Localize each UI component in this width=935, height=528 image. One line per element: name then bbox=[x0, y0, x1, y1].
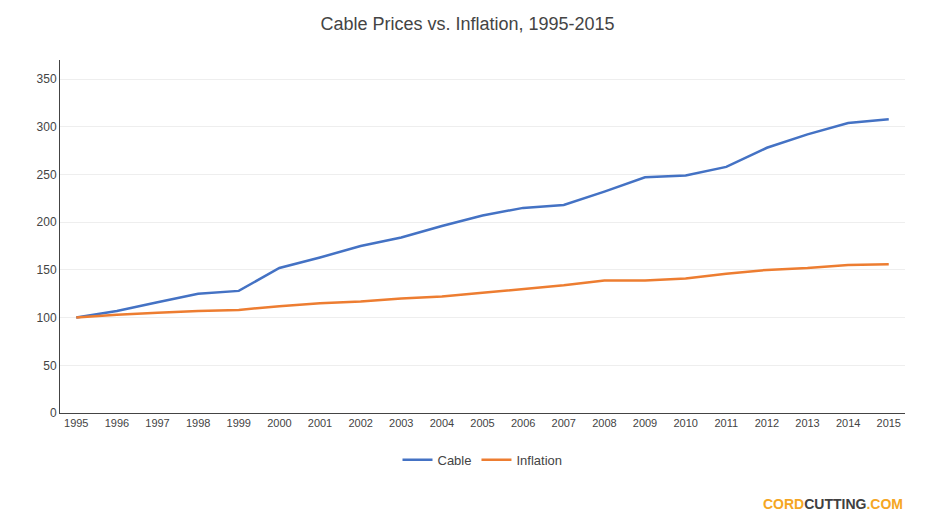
svg-text:2008: 2008 bbox=[592, 417, 616, 429]
svg-text:1999: 1999 bbox=[227, 417, 251, 429]
svg-text:Cable Prices vs. Inflation, 19: Cable Prices vs. Inflation, 1995-2015 bbox=[320, 14, 614, 34]
svg-text:2004: 2004 bbox=[430, 417, 454, 429]
svg-text:2003: 2003 bbox=[389, 417, 413, 429]
svg-text:2010: 2010 bbox=[673, 417, 697, 429]
svg-text:2012: 2012 bbox=[755, 417, 779, 429]
svg-text:2013: 2013 bbox=[795, 417, 819, 429]
svg-text:1995: 1995 bbox=[64, 417, 88, 429]
svg-text:2006: 2006 bbox=[511, 417, 535, 429]
svg-text:2014: 2014 bbox=[836, 417, 860, 429]
svg-text:2000: 2000 bbox=[267, 417, 291, 429]
svg-text:2007: 2007 bbox=[552, 417, 576, 429]
svg-text:250: 250 bbox=[37, 168, 57, 182]
svg-text:1996: 1996 bbox=[105, 417, 129, 429]
svg-text:300: 300 bbox=[37, 120, 57, 134]
svg-text:0: 0 bbox=[50, 406, 57, 420]
svg-text:150: 150 bbox=[37, 263, 57, 277]
svg-text:2001: 2001 bbox=[308, 417, 332, 429]
svg-text:2005: 2005 bbox=[470, 417, 494, 429]
svg-text:1997: 1997 bbox=[145, 417, 169, 429]
svg-text:2011: 2011 bbox=[714, 417, 738, 429]
svg-text:Inflation: Inflation bbox=[516, 453, 562, 468]
svg-text:200: 200 bbox=[37, 215, 57, 229]
svg-text:1998: 1998 bbox=[186, 417, 210, 429]
svg-text:2015: 2015 bbox=[877, 417, 901, 429]
svg-text:50: 50 bbox=[43, 359, 57, 373]
svg-text:CORDCUTTING.COM: CORDCUTTING.COM bbox=[763, 496, 903, 512]
svg-text:Cable: Cable bbox=[438, 453, 472, 468]
svg-text:2002: 2002 bbox=[348, 417, 372, 429]
svg-text:350: 350 bbox=[37, 72, 57, 86]
svg-text:2009: 2009 bbox=[633, 417, 657, 429]
svg-text:100: 100 bbox=[37, 311, 57, 325]
